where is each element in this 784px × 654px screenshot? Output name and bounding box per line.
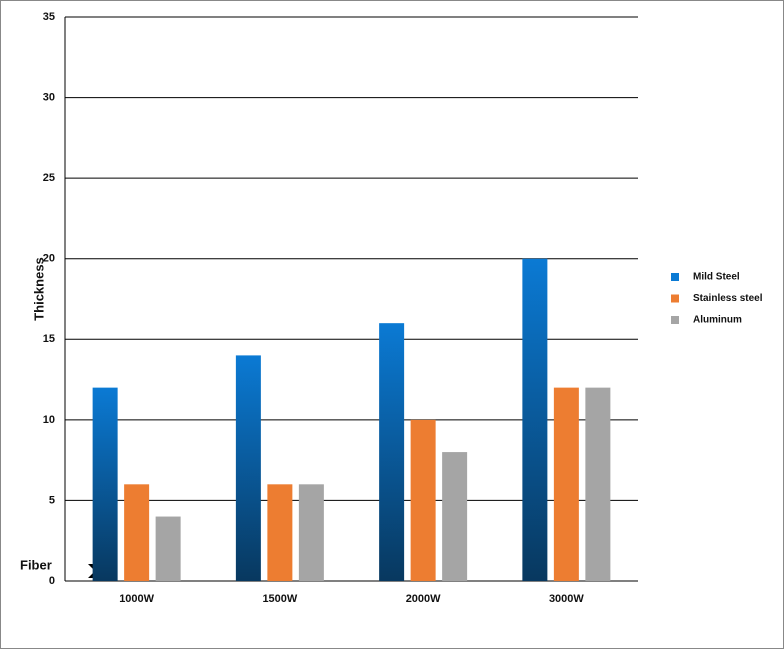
bar bbox=[522, 258, 548, 581]
y-tick-label: 5 bbox=[49, 494, 55, 506]
bar bbox=[442, 452, 468, 581]
bar bbox=[124, 484, 150, 581]
y-tick-label: 0 bbox=[49, 575, 55, 587]
y-tick-label: 25 bbox=[43, 172, 55, 184]
y-tick-label: 30 bbox=[43, 91, 55, 103]
bar bbox=[155, 516, 181, 581]
y-tick-label: 10 bbox=[43, 414, 55, 426]
bar bbox=[553, 387, 579, 581]
y-axis-label: Thickness bbox=[31, 257, 46, 321]
annotation: Fiber bbox=[20, 557, 52, 572]
y-tick-label: 20 bbox=[43, 253, 55, 265]
bar bbox=[92, 387, 118, 581]
legend-label: Aluminum bbox=[693, 315, 742, 326]
legend-label: Stainless steel bbox=[693, 293, 763, 304]
bar bbox=[235, 355, 261, 581]
x-tick-label: 3000W bbox=[549, 593, 584, 605]
legend-swatch bbox=[671, 294, 679, 303]
bar bbox=[410, 419, 436, 581]
y-tick-label: 35 bbox=[43, 11, 55, 23]
legend-swatch bbox=[671, 316, 679, 324]
y-tick-label: 15 bbox=[43, 333, 55, 345]
bar bbox=[298, 484, 324, 581]
bar bbox=[379, 323, 405, 581]
legend-swatch bbox=[671, 273, 679, 281]
bar bbox=[585, 387, 611, 581]
x-tick-label: 1500W bbox=[262, 593, 297, 605]
x-tick-label: 2000W bbox=[406, 593, 441, 605]
x-tick-label: 1000W bbox=[119, 593, 154, 605]
legend-label: Mild Steel bbox=[693, 272, 740, 283]
bar bbox=[267, 484, 293, 581]
